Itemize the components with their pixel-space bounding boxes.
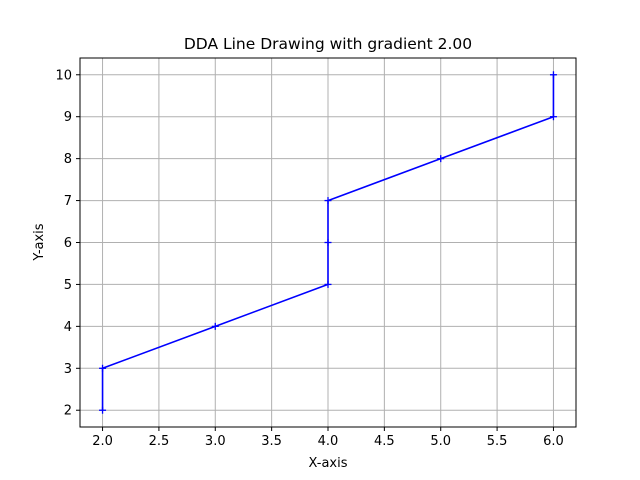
data-point-marker [324,280,332,288]
y-tick-label: 3 [64,362,72,377]
x-tick-label: 4.5 [374,434,395,449]
chart-title: DDA Line Drawing with gradient 2.00 [184,35,472,53]
y-axis-ticks: 2 3 4 5 6 7 8 9 10 [55,68,80,419]
y-tick-label: 5 [64,278,72,293]
x-axis-ticks: 2.0 2.5 3.0 3.5 4.0 4.5 5.0 5.5 6.0 [92,427,564,449]
data-point-marker [324,239,332,246]
data-point-marker [324,197,332,205]
x-tick-label: 6.0 [543,434,564,449]
y-tick-label: 7 [64,194,72,209]
x-tick-label: 5.0 [430,434,451,449]
y-tick-label: 4 [64,320,72,335]
y-tick-label: 2 [64,404,72,419]
x-axis-title: X-axis [309,456,348,471]
data-point-marker [437,155,445,163]
x-tick-label: 2.5 [149,434,170,449]
y-tick-label: 8 [64,152,72,167]
x-tick-label: 2.0 [92,434,113,449]
data-point-marker [549,71,557,79]
data-point-marker [99,364,107,372]
y-tick-label: 6 [64,236,72,251]
x-tick-label: 3.0 [205,434,226,449]
y-axis-title: Y-axis [32,223,47,261]
x-tick-label: 5.5 [487,434,508,449]
data-point-marker [99,406,107,414]
x-tick-label: 3.5 [261,434,282,449]
x-tick-label: 4.0 [318,434,339,449]
data-point-marker [549,113,557,121]
data-point-marker [211,322,219,330]
y-tick-label: 9 [64,110,72,125]
y-tick-label: 10 [55,68,72,83]
data-markers [99,71,557,414]
